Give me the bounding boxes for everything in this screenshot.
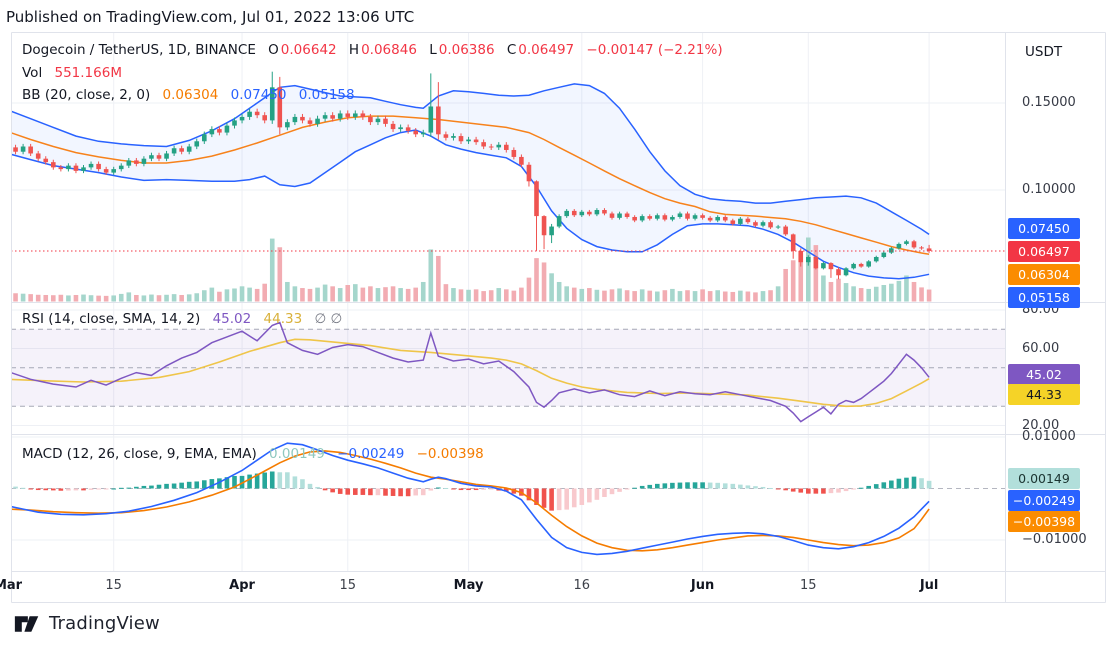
high-value: 0.06846: [361, 42, 417, 58]
bb-legend-row: BB (20, close, 2, 0) 0.06304 0.07450 0.0…: [22, 84, 731, 107]
rsi-sma-value: 44.33: [263, 311, 303, 327]
macd-hist-badge: 0.00149: [1008, 467, 1080, 489]
macd-label: MACD (12, 26, close, 9, EMA, EMA): [22, 446, 257, 462]
quote-currency-label: USDT: [1025, 44, 1063, 60]
pane-separators: [11, 32, 1106, 603]
time-tick: May: [453, 578, 484, 593]
macd-signal-value: −0.00398: [416, 446, 484, 462]
close-value: 0.06497: [518, 42, 575, 58]
symbol-title: Dogecoin / TetherUS, 1D, BINANCE: [22, 42, 256, 58]
volume-label: Vol: [22, 64, 43, 81]
macd-signal-badge: −0.00398: [1008, 510, 1080, 532]
macd-line-badge: −0.00249: [1008, 489, 1080, 511]
symbol-legend: Dogecoin / TetherUS, 1D, BINANCE O 0.0664…: [22, 39, 731, 107]
low-value: 0.06386: [438, 42, 495, 58]
rsi-legend: RSI (14, close, SMA, 14, 2) 45.02 44.33 …: [22, 309, 350, 329]
bb-basis-value: 0.06304: [162, 87, 219, 103]
time-tick: 15: [105, 578, 122, 593]
last-price-badge: 0.06497: [1008, 240, 1080, 262]
bb-basis-badge: 0.06304: [1008, 263, 1080, 285]
change-value: −0.00147 (−2.21%): [586, 42, 723, 58]
macd-pane: [11, 442, 1005, 556]
rsi-pane: [11, 321, 1005, 423]
bb-upper-badge: 0.07450: [1008, 217, 1080, 239]
rsi-empty-values: ∅ ∅: [314, 311, 343, 327]
macd-axis-label: 0.01000: [1022, 429, 1076, 444]
symbol-legend-row-1: Dogecoin / TetherUS, 1D, BINANCE O 0.0664…: [22, 39, 731, 62]
bb-lower-badge: 0.05158: [1008, 286, 1080, 308]
time-tick: 15: [339, 578, 357, 593]
tradingview-wordmark: TradingView: [49, 613, 160, 634]
bollinger-fill: [11, 83, 930, 279]
low-label: L: [429, 42, 437, 58]
rsi-label: RSI (14, close, SMA, 14, 2): [22, 311, 201, 327]
rsi-value-badge: 45.02: [1008, 363, 1080, 385]
rsi-axis-label: 20.00: [1022, 417, 1060, 433]
time-tick: Jul: [919, 578, 939, 593]
bb-label: BB (20, close, 2, 0): [22, 87, 151, 103]
rsi-sma-badge: 44.33: [1008, 383, 1080, 405]
time-tick: 16: [573, 578, 591, 593]
volume-series: [13, 237, 932, 302]
time-tick: Apr: [229, 578, 255, 593]
open-label: O: [268, 42, 279, 58]
bb-lower-value: 0.05158: [298, 87, 355, 103]
high-label: H: [348, 42, 360, 58]
macd-legend: MACD (12, 26, close, 9, EMA, EMA) 0.0014…: [22, 444, 492, 464]
rsi-value: 45.02: [212, 311, 252, 327]
rsi-axis-label: 60.00: [1022, 340, 1060, 356]
open-value: 0.06642: [280, 42, 337, 58]
macd-axis-label: −0.01000: [1022, 532, 1087, 547]
close-label: C: [506, 42, 517, 58]
price-axis-label: 0.15000: [1022, 95, 1076, 110]
time-tick: Mar: [0, 578, 23, 593]
time-tick: 15: [800, 578, 817, 593]
time-tick: Jun: [690, 578, 715, 593]
bollinger-bands: [11, 83, 930, 280]
macd-hist-value: 0.00149: [269, 446, 325, 462]
volume-legend-row: Vol 551.166M: [22, 62, 731, 85]
bb-upper-value: 0.07450: [230, 87, 287, 103]
price-axis-label: 0.10000: [1022, 182, 1076, 197]
macd-line-value: −0.00249: [337, 446, 405, 462]
publish-header: Published on TradingView.com, Jul 01, 20…: [6, 8, 415, 26]
tradingview-logo-icon: [14, 614, 40, 634]
volume-value: 551.166M: [54, 64, 122, 81]
plot-area: [11, 32, 1005, 571]
tradingview-brand-link[interactable]: TradingView: [14, 613, 160, 634]
